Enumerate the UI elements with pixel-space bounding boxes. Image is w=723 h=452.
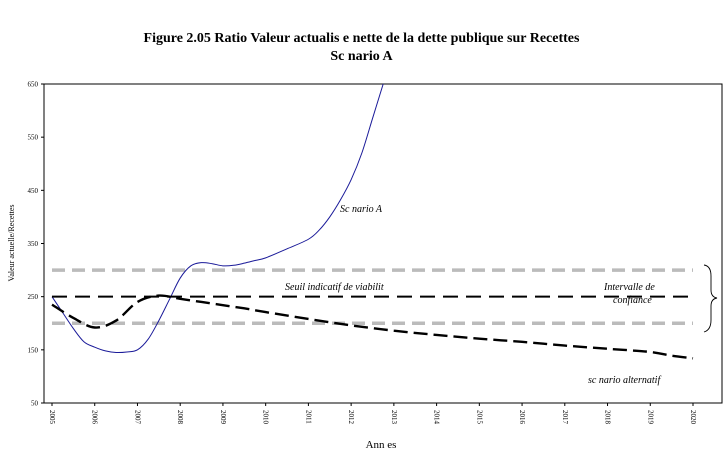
x-tick-label: 2005 (48, 410, 56, 425)
x-tick-label: 2006 (91, 410, 99, 425)
y-axis-label: Valeur actuelle/Recettes (7, 204, 16, 281)
chart-subtitle: Sc nario A (330, 49, 393, 64)
x-tick-label: 2020 (689, 410, 697, 425)
x-tick-label: 2008 (176, 410, 184, 425)
annotation-intervalle-1: Intervalle de (603, 282, 655, 293)
x-tick-label: 2015 (475, 410, 483, 425)
series-line-sc-nario-alternatif (51, 294, 694, 360)
plot-frame (43, 83, 723, 404)
chart-annotations: Sc nario A Seuil indicatif de viabilit I… (285, 204, 718, 386)
x-axis-ticks: 2005 2006 2007 2008 2009 2010 2011 2012 2013 2014… (48, 403, 697, 425)
x-tick-label: 2010 (262, 410, 270, 425)
x-tick-label: 2012 (347, 410, 355, 425)
x-tick-label: 2011 (304, 410, 312, 424)
y-tick-label: 450 (28, 187, 39, 195)
y-axis-ticks: 50 150 250 350 450 550 650 (28, 81, 44, 408)
x-tick-label: 2019 (646, 410, 654, 425)
y-tick-label: 550 (28, 134, 39, 142)
y-tick-label: 650 (28, 81, 39, 89)
x-tick-label: 2013 (390, 410, 398, 425)
series-line-sc-nario-a (51, 83, 384, 354)
x-tick-label: 2017 (561, 410, 569, 425)
x-tick-label: 2014 (433, 410, 441, 425)
confidence-brace (703, 264, 718, 333)
annotation-scenario-a: Sc nario A (340, 204, 383, 215)
chart-title: Figure 2.05 Ratio Valeur actualis e nett… (143, 31, 580, 46)
annotation-alternatif: sc nario alternatif (588, 375, 661, 386)
annotation-intervalle-2: confiance (613, 295, 652, 306)
x-tick-label: 2009 (219, 410, 227, 425)
y-tick-label: 150 (28, 346, 39, 354)
y-tick-label: 350 (28, 240, 39, 248)
y-tick-label: 250 (28, 293, 39, 301)
x-axis-label: Ann es (366, 439, 397, 451)
x-tick-label: 2007 (133, 410, 141, 425)
x-tick-label: 2016 (518, 410, 526, 425)
chart-axes (43, 83, 723, 404)
y-tick-label: 50 (31, 400, 39, 408)
x-tick-label: 2018 (604, 410, 612, 425)
annotation-seuil: Seuil indicatif de viabilit (285, 282, 384, 293)
chart-series (51, 83, 694, 360)
